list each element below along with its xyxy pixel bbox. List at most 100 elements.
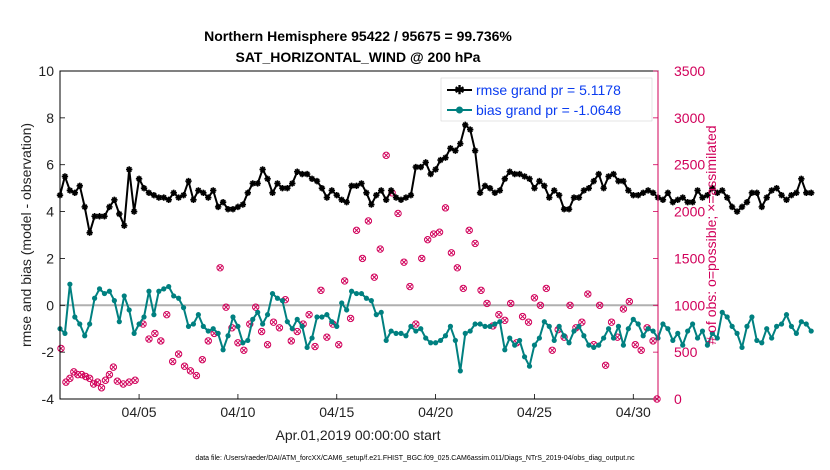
rmse-point — [323, 194, 331, 201]
rmse-point — [615, 177, 622, 185]
bias-point — [383, 337, 389, 344]
rmse-point — [565, 206, 573, 213]
obs-assimilated-point — [419, 255, 425, 261]
obs-possible-point — [323, 333, 331, 341]
obs-possible-point — [649, 337, 657, 345]
rmse-point — [427, 170, 434, 178]
obs-assimilated-point — [126, 379, 132, 385]
bias-point — [151, 312, 157, 318]
obs-assimilated-point — [110, 364, 116, 370]
obs-possible-point — [548, 346, 556, 354]
obs-assimilated-point — [306, 312, 312, 318]
obs-possible-point — [246, 320, 254, 328]
obs-assimilated-point — [472, 240, 478, 246]
rmse-point — [541, 182, 548, 189]
bias-point — [215, 330, 221, 336]
rmse-point — [803, 189, 810, 197]
bias-point — [428, 340, 434, 346]
rmse-point — [496, 187, 504, 194]
rmse-point — [180, 191, 187, 199]
obs-assimilated-point — [205, 338, 211, 344]
obs-possible-point — [542, 284, 551, 293]
rmse-point — [333, 191, 340, 199]
rmse-point — [585, 184, 593, 192]
obs-assimilated-point — [106, 372, 112, 378]
bias-point — [131, 330, 137, 336]
y2-tick-label: 3000 — [674, 110, 705, 126]
rmse-point — [728, 203, 736, 211]
bias-point — [497, 319, 503, 325]
rmse-point — [254, 180, 261, 187]
obs-possible-point — [97, 384, 106, 392]
bias-point — [62, 330, 68, 336]
bias-point — [180, 305, 187, 311]
rmse-point — [249, 180, 256, 187]
rmse-point — [289, 180, 296, 187]
bias-point — [596, 342, 602, 348]
obs-assimilated-point — [199, 357, 205, 363]
obs-possible-point — [441, 204, 450, 212]
rmse-point — [96, 213, 103, 220]
rmse-point — [600, 184, 607, 192]
rmse-point — [466, 126, 474, 133]
bias-point — [526, 363, 533, 369]
obs-possible-point — [105, 370, 114, 379]
bias-point — [808, 328, 814, 334]
rmse-point — [145, 189, 153, 197]
rmse-point — [704, 191, 711, 199]
bias-point — [250, 316, 256, 322]
bias-point — [363, 295, 370, 301]
rmse-point — [620, 177, 627, 185]
rmse-point — [397, 196, 405, 204]
rmse-point — [709, 184, 716, 192]
bias-point — [556, 323, 562, 329]
rmse-point — [590, 177, 597, 185]
obs-assimilated-point — [371, 274, 377, 280]
bias-point — [694, 335, 701, 341]
obs-assimilated-point — [442, 205, 449, 211]
obs-possible-point — [101, 376, 110, 384]
obs-possible-point — [477, 286, 485, 294]
bias-point — [309, 335, 315, 341]
legend-rmse-label: rmse grand pr = 5.1178 — [476, 82, 621, 98]
bias-point — [141, 314, 147, 320]
x-tick-label: 04/05 — [122, 404, 157, 420]
y-tick-label: 4 — [46, 204, 54, 220]
obs-possible-point — [263, 340, 272, 349]
rmse-point — [348, 182, 355, 189]
bias-point — [111, 298, 117, 304]
rmse-point — [175, 194, 182, 201]
bias-point — [294, 316, 300, 322]
bias-point — [709, 330, 715, 336]
rmse-point — [674, 196, 681, 204]
rmse-point — [264, 175, 271, 182]
bias-point — [798, 319, 804, 325]
bias-point — [630, 316, 636, 322]
obs-possible-point — [536, 301, 545, 309]
obs-assimilated-point — [235, 340, 241, 346]
bias-point — [220, 347, 226, 353]
bias-point — [176, 295, 182, 301]
obs-possible-point — [631, 340, 639, 349]
obs-possible-point — [453, 264, 462, 272]
obs-possible-point — [447, 249, 456, 257]
bias-point — [87, 321, 93, 327]
bias-point — [665, 326, 671, 332]
bias-point — [729, 323, 735, 329]
obs-possible-point — [57, 344, 65, 353]
bias-point — [101, 290, 108, 297]
bias-point — [423, 335, 429, 341]
rmse-point — [190, 196, 197, 204]
obs-possible-point — [595, 301, 604, 309]
bias-point — [571, 328, 577, 334]
obs-assimilated-point — [603, 362, 609, 368]
bias-point — [685, 328, 691, 334]
rmse-point — [575, 194, 583, 201]
bias-point — [482, 323, 488, 329]
rmse-point — [783, 196, 790, 204]
obs-assimilated-point — [348, 315, 354, 321]
y2-tick-label: 2000 — [674, 204, 705, 220]
obs-possible-point — [81, 372, 90, 381]
rmse-point — [471, 147, 479, 154]
obs-possible-point — [335, 340, 343, 349]
